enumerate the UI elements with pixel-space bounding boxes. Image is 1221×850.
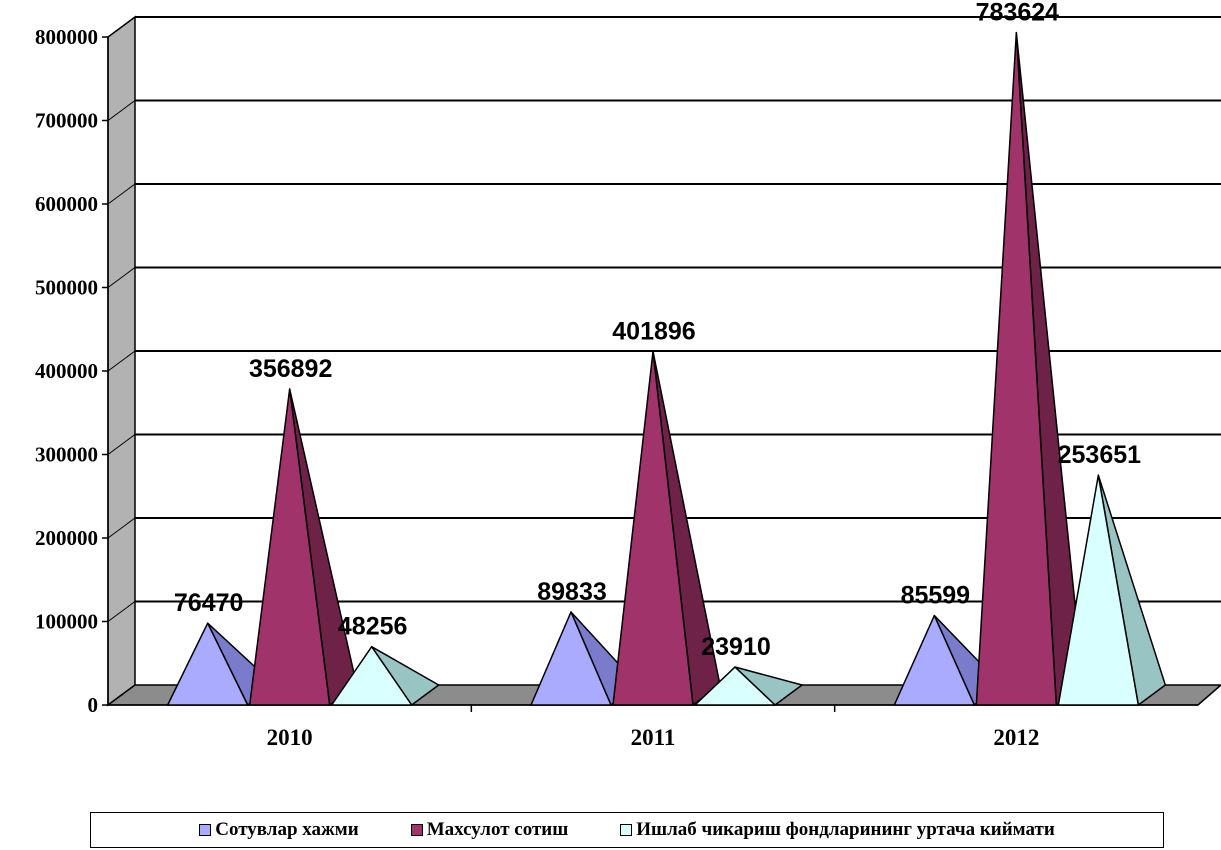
y-tick-label: 700000 (35, 109, 98, 133)
legend-label-series-3: Ишлаб чикариш фондларининг уртача киймат… (636, 819, 1055, 840)
gridline-side (107, 601, 136, 622)
pyramid-bar (612, 350, 694, 706)
pyramid-bar (1057, 474, 1140, 706)
y-tick-label: 300000 (35, 443, 98, 467)
data-label: 783624 (976, 0, 1060, 27)
y-tick-label: 100000 (35, 610, 98, 634)
legend-label-series-1: Сотувлар хажми (215, 819, 359, 840)
legend-swatch-series-1 (199, 824, 212, 836)
gridline-side (107, 100, 136, 121)
y-tick-label: 500000 (35, 276, 98, 300)
x-tick-label: 2012 (993, 725, 1039, 750)
y-tick-label: 200000 (35, 526, 98, 550)
legend-swatch-series-3 (620, 824, 633, 836)
x-tick-label: 2010 (267, 725, 313, 750)
y-tick-label: 800000 (35, 25, 98, 49)
pyramid-bar (975, 31, 1058, 706)
data-label: 89833 (537, 578, 607, 606)
gridline-side (107, 16, 136, 38)
gridline-side (107, 183, 136, 205)
legend-item-series-1: Сотувлар хажми (199, 819, 359, 841)
pyramid-chart: 0 100000 200000 300000 400000 500000 600000 700… (35, 0, 1221, 750)
pyramid-bar (893, 614, 976, 706)
pyramid-bar (694, 666, 776, 706)
x-tick-label: 2011 (631, 725, 676, 750)
gridline-side (107, 350, 136, 372)
data-label: 76470 (174, 589, 244, 617)
data-label: 85599 (901, 582, 971, 610)
legend-item-series-2: Махсулот сотиш (410, 819, 569, 841)
gridline-side (107, 267, 136, 288)
pyramid-bar (166, 622, 249, 706)
data-label: 356892 (249, 355, 332, 383)
data-label: 23910 (701, 633, 771, 661)
legend: Сотувлар хажми Махсулот сотиш Ишлаб чика… (90, 812, 1164, 848)
data-label: 401896 (612, 317, 695, 345)
data-label: 253651 (1058, 441, 1142, 469)
gridline-side (107, 434, 136, 455)
data-label: 48256 (338, 613, 408, 641)
y-tick-label: 0 (88, 693, 99, 717)
legend-swatch-series-2 (410, 824, 423, 836)
pyramid-bar (530, 611, 612, 706)
legend-label-series-2: Махсулот сотиш (426, 819, 569, 840)
y-tick-label: 600000 (35, 192, 98, 216)
gridline-side (107, 517, 136, 539)
legend-item-series-3: Ишлаб чикариш фондларининг уртача киймат… (620, 819, 1055, 841)
pyramid-bar (248, 388, 331, 706)
y-tick-label: 400000 (35, 359, 98, 383)
pyramid-bar (330, 645, 413, 706)
